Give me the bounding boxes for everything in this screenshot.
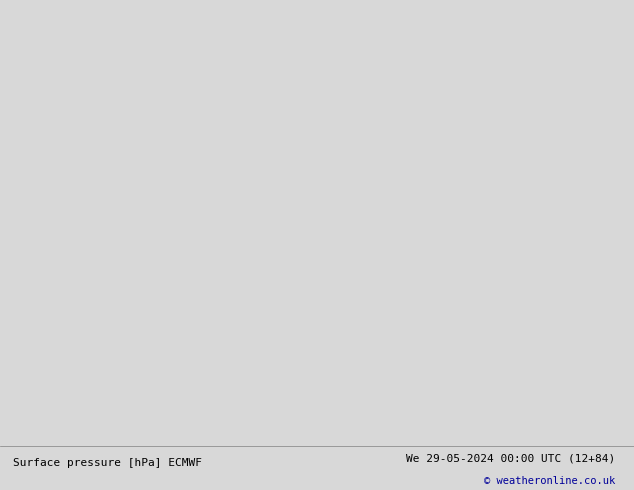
Text: Surface pressure [hPa] ECMWF: Surface pressure [hPa] ECMWF bbox=[13, 458, 202, 467]
Text: We 29-05-2024 00:00 UTC (12+84): We 29-05-2024 00:00 UTC (12+84) bbox=[406, 453, 615, 463]
Text: © weatheronline.co.uk: © weatheronline.co.uk bbox=[484, 476, 615, 486]
